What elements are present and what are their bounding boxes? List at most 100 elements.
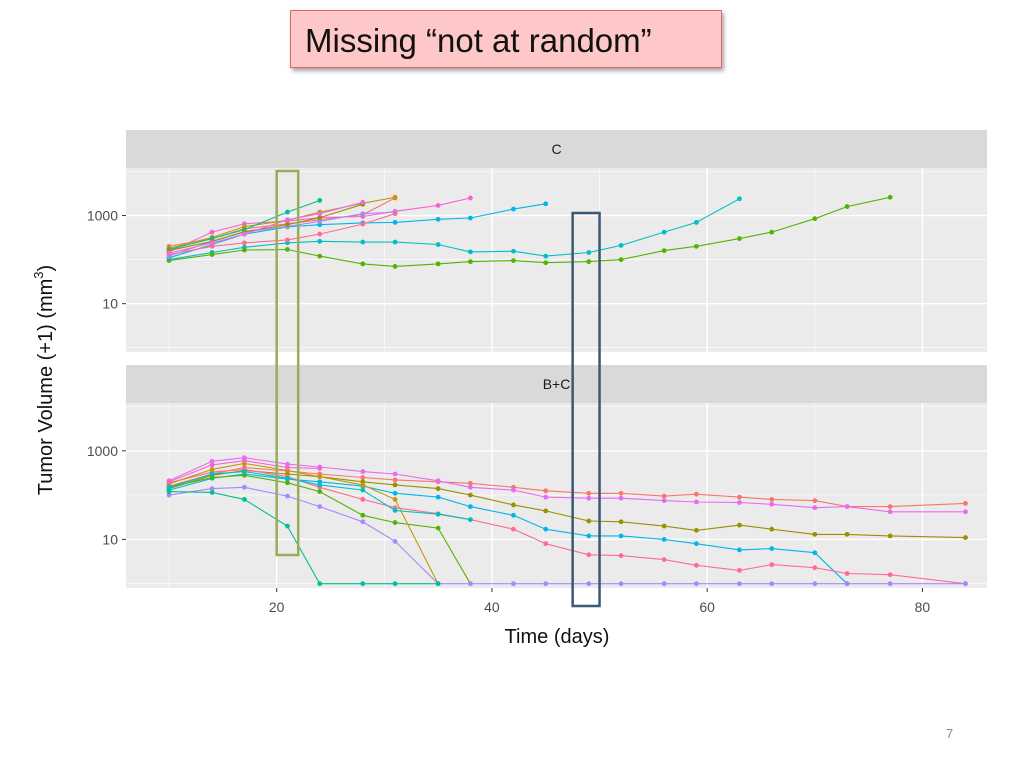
panel-background bbox=[126, 403, 987, 588]
data-point bbox=[887, 572, 893, 578]
data-point bbox=[209, 252, 215, 257]
data-series bbox=[166, 196, 742, 263]
highlight-box bbox=[275, 169, 300, 557]
data-point bbox=[812, 565, 818, 571]
facet-strip bbox=[126, 365, 987, 403]
data-point bbox=[435, 216, 441, 222]
data-point bbox=[812, 498, 818, 504]
data-point bbox=[209, 467, 215, 472]
data-point bbox=[285, 475, 290, 481]
series-line bbox=[169, 196, 891, 267]
panel-background bbox=[126, 168, 987, 352]
data-point bbox=[285, 209, 290, 215]
data-point bbox=[661, 229, 667, 235]
data-point bbox=[209, 458, 215, 464]
facet-panel: C 10 1000 bbox=[87, 130, 987, 352]
data-point bbox=[844, 581, 850, 587]
data-point bbox=[511, 581, 516, 587]
data-point bbox=[586, 495, 592, 501]
data-point bbox=[694, 491, 699, 497]
data-point bbox=[543, 260, 549, 266]
data-point bbox=[435, 202, 441, 208]
data-point bbox=[812, 216, 818, 222]
data-point bbox=[166, 484, 172, 490]
data-point bbox=[661, 537, 667, 542]
data-point bbox=[694, 562, 699, 568]
highlight-box bbox=[571, 211, 601, 608]
data-point bbox=[209, 471, 215, 477]
data-point bbox=[769, 497, 775, 502]
data-point bbox=[209, 490, 215, 495]
data-point bbox=[435, 478, 441, 484]
data-point bbox=[468, 259, 473, 265]
data-point bbox=[435, 242, 441, 247]
data-point bbox=[435, 525, 441, 531]
series-line bbox=[168, 462, 439, 584]
data-point bbox=[618, 519, 624, 525]
data-point bbox=[468, 581, 473, 587]
data-point bbox=[618, 257, 624, 263]
data-point bbox=[317, 211, 323, 217]
data-point bbox=[392, 539, 398, 544]
data-point bbox=[241, 458, 247, 464]
series-line bbox=[168, 201, 363, 254]
data-point bbox=[435, 261, 441, 267]
data-point bbox=[360, 261, 366, 267]
data-point bbox=[166, 479, 172, 485]
data-point bbox=[586, 259, 592, 265]
data-point bbox=[166, 250, 172, 256]
data-point bbox=[285, 222, 290, 228]
data-point bbox=[392, 508, 398, 513]
y-tick-label: 10 bbox=[102, 296, 118, 312]
data-point bbox=[392, 219, 398, 225]
data-point bbox=[468, 492, 473, 498]
slide-title: Missing “not at random” bbox=[305, 22, 652, 59]
data-point bbox=[360, 512, 366, 518]
data-point bbox=[285, 480, 290, 486]
data-point bbox=[586, 250, 592, 255]
data-point bbox=[887, 533, 893, 539]
data-point bbox=[317, 238, 323, 244]
data-point bbox=[241, 247, 247, 253]
data-point bbox=[360, 581, 366, 587]
data-point bbox=[317, 222, 323, 228]
data-point bbox=[769, 526, 775, 532]
data-point bbox=[586, 518, 592, 524]
series-line bbox=[169, 491, 439, 585]
data-point bbox=[511, 487, 516, 493]
data-point bbox=[360, 519, 366, 525]
data-point bbox=[317, 482, 323, 488]
data-point bbox=[317, 218, 323, 224]
data-point bbox=[285, 465, 290, 470]
data-point bbox=[209, 462, 215, 468]
highlight-boxes bbox=[275, 169, 601, 608]
data-point bbox=[360, 497, 366, 502]
data-point bbox=[737, 494, 742, 500]
data-point bbox=[209, 243, 215, 249]
data-series bbox=[166, 469, 473, 522]
data-point bbox=[360, 199, 366, 205]
data-point bbox=[317, 581, 323, 587]
data-point bbox=[468, 480, 473, 486]
data-point bbox=[241, 472, 247, 478]
x-tick-label: 80 bbox=[915, 599, 931, 615]
data-point bbox=[241, 231, 247, 237]
data-series bbox=[166, 489, 441, 587]
data-point bbox=[543, 494, 549, 500]
data-series bbox=[166, 199, 366, 256]
data-point bbox=[543, 253, 549, 259]
x-tick-label: 60 bbox=[699, 599, 715, 615]
data-point bbox=[769, 581, 775, 587]
data-point bbox=[694, 527, 699, 533]
data-point bbox=[209, 229, 215, 235]
data-point bbox=[392, 264, 398, 269]
data-point bbox=[360, 482, 366, 488]
facet-strip-label: C bbox=[551, 141, 561, 157]
data-point bbox=[285, 217, 290, 223]
data-point bbox=[618, 581, 624, 587]
data-point bbox=[241, 497, 247, 502]
data-point bbox=[241, 484, 247, 490]
series-line bbox=[168, 203, 363, 252]
data-point bbox=[511, 526, 516, 532]
